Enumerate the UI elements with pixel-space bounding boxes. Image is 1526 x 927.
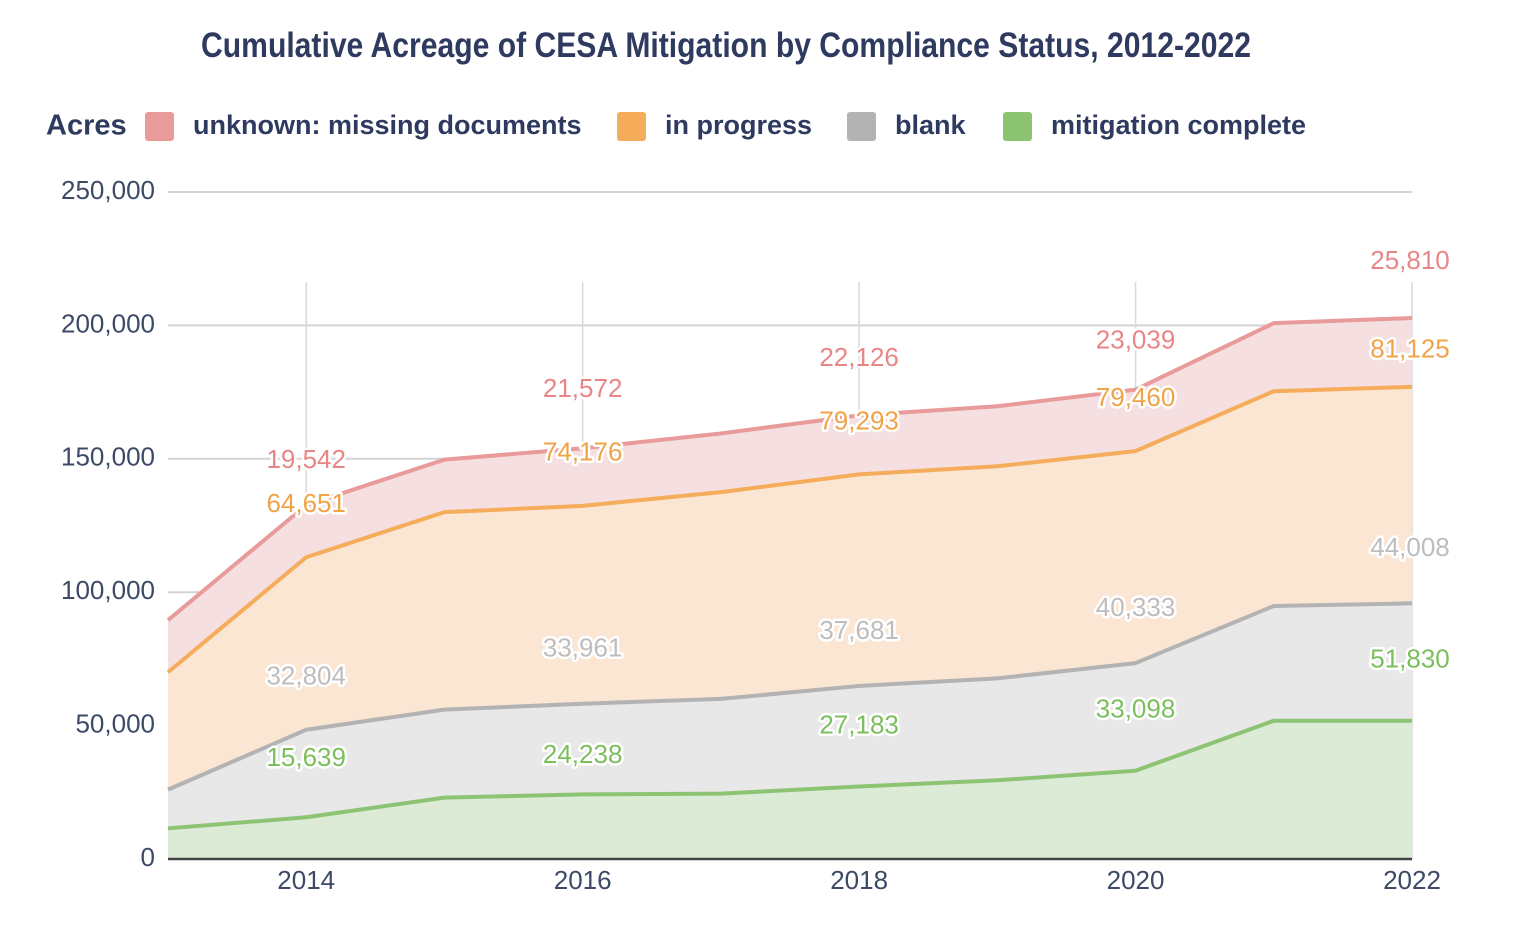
data-label: 27,183 <box>819 709 899 739</box>
data-label: 51,830 <box>1370 644 1450 674</box>
legend: Acres unknown: missing documents in progre… <box>46 110 1306 142</box>
y-axis-label: Acres <box>46 110 127 142</box>
data-label: 79,293 <box>819 405 899 435</box>
data-label: 33,098 <box>1096 694 1176 724</box>
data-label: 33,961 <box>543 633 623 663</box>
data-label: 74,176 <box>543 437 623 467</box>
data-label: 24,238 <box>543 739 623 769</box>
data-label: 81,125 <box>1370 334 1450 364</box>
data-labels: 15,639 24,238 27,183 33,098 51,830 32,804 33,9… <box>264 242 1452 774</box>
legend-swatch <box>847 112 876 141</box>
y-tick-label: 200,000 <box>61 308 155 338</box>
legend-label: blank <box>895 110 967 140</box>
legend-label: unknown: missing documents <box>193 110 582 140</box>
data-label: 37,681 <box>819 615 899 645</box>
legend-swatch <box>1003 112 1032 141</box>
legend-swatch <box>617 112 646 141</box>
area-in-progress <box>168 386 1412 790</box>
series-lines <box>166 316 1413 831</box>
data-label: 44,008 <box>1370 532 1450 562</box>
data-label: 25,810 <box>1370 245 1450 275</box>
y-tick-label: 50,000 <box>75 708 155 738</box>
y-tick-label: 100,000 <box>61 575 155 605</box>
y-tick-label: 0 <box>141 842 155 872</box>
data-label: 64,651 <box>266 488 346 518</box>
data-label: 23,039 <box>1096 324 1176 354</box>
y-tick-label: 250,000 <box>61 175 155 205</box>
data-label: 40,333 <box>1096 592 1176 622</box>
area-unknown-missing-documents <box>168 318 1412 673</box>
data-label: 19,542 <box>266 444 346 474</box>
data-label: 15,639 <box>266 742 346 772</box>
data-label: 32,804 <box>266 661 346 691</box>
axes: 0 50,000 100,000 150,000 200,000 250,000 2014 2… <box>61 175 1441 895</box>
area-layer <box>168 318 1412 859</box>
legend-label: mitigation complete <box>1051 110 1306 140</box>
line-mitigation-complete <box>167 718 1412 831</box>
line-blank <box>167 601 1413 792</box>
line-unknown-missing-documents <box>166 316 1413 622</box>
x-tick-label: 2014 <box>277 865 335 895</box>
line-in-progress <box>166 384 1413 674</box>
data-label: 79,460 <box>1096 382 1176 412</box>
x-tick-label: 2020 <box>1107 865 1165 895</box>
x-tick-label: 2018 <box>830 865 888 895</box>
data-label: 21,572 <box>543 373 623 403</box>
legend-swatch <box>145 112 174 141</box>
data-label: 22,126 <box>819 342 899 372</box>
chart-title: Cumulative Acreage of CESA Mitigation by… <box>201 26 1251 65</box>
legend-label: in progress <box>665 110 812 140</box>
x-tick-label: 2016 <box>554 865 612 895</box>
y-tick-label: 150,000 <box>61 442 155 472</box>
area-mitigation-complete <box>168 720 1412 859</box>
x-tick-label: 2022 <box>1383 865 1441 895</box>
